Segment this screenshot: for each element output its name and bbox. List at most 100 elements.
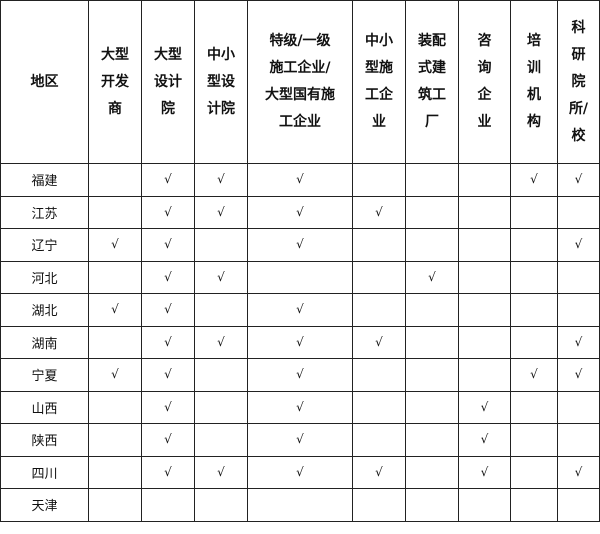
- check-mark-icon: √: [217, 269, 225, 284]
- cell: [557, 260, 600, 294]
- region-cell: 山西: [0, 390, 89, 424]
- cell: [247, 488, 353, 522]
- cell: √: [510, 163, 558, 197]
- cell: [352, 390, 406, 424]
- check-mark-icon: √: [164, 237, 172, 252]
- cell: √: [247, 228, 353, 262]
- cell: √: [141, 163, 195, 197]
- cell: [405, 488, 459, 522]
- cell: [458, 195, 511, 229]
- header-column: 培 训 机 构: [510, 0, 558, 164]
- region-cell: 湖南: [0, 325, 89, 359]
- region-cell: 四川: [0, 455, 89, 489]
- cell: [194, 390, 248, 424]
- table-row: 江苏 √ √ √ √: [0, 195, 600, 229]
- table-row: 天津: [0, 488, 600, 522]
- cell: [405, 423, 459, 457]
- cell: [405, 390, 459, 424]
- cell: √: [194, 325, 248, 359]
- check-mark-icon: √: [217, 334, 225, 349]
- check-mark-icon: √: [111, 237, 119, 252]
- cell: [352, 293, 406, 327]
- check-mark-icon: √: [296, 237, 304, 252]
- cell: √: [88, 358, 142, 392]
- cell: √: [141, 195, 195, 229]
- cell: √: [194, 455, 248, 489]
- cell: [352, 488, 406, 522]
- check-mark-icon: √: [164, 399, 172, 414]
- cell: √: [458, 390, 511, 424]
- cell: [458, 325, 511, 359]
- table-row: 河北 √ √ √: [0, 260, 600, 294]
- header-region: 地区: [0, 0, 89, 164]
- cell: [352, 228, 406, 262]
- cell: [247, 260, 353, 294]
- cell: √: [141, 325, 195, 359]
- check-mark-icon: √: [375, 204, 383, 219]
- check-mark-icon: √: [296, 367, 304, 382]
- table-row: 宁夏 √ √ √ √ √: [0, 358, 600, 392]
- cell: [510, 488, 558, 522]
- check-mark-icon: √: [164, 302, 172, 317]
- check-mark-icon: √: [164, 334, 172, 349]
- cell: [352, 358, 406, 392]
- cell: [194, 228, 248, 262]
- cell: √: [141, 260, 195, 294]
- header-column: 特级/一级 施工企业/ 大型国有施 工企业: [247, 0, 353, 164]
- check-mark-icon: √: [574, 172, 583, 187]
- cell: [510, 260, 558, 294]
- check-mark-icon: √: [164, 172, 172, 187]
- check-mark-icon: √: [111, 367, 119, 382]
- cell: [88, 423, 142, 457]
- cell: [88, 455, 142, 489]
- cell: √: [458, 423, 511, 457]
- cell: √: [405, 260, 459, 294]
- cell: √: [557, 228, 600, 262]
- cell: √: [247, 358, 353, 392]
- region-cell: 陕西: [0, 423, 89, 457]
- cell: [510, 325, 558, 359]
- check-mark-icon: √: [530, 367, 538, 382]
- header-column: 科 研 院 所/ 校: [557, 0, 600, 164]
- cell: [194, 358, 248, 392]
- check-mark-icon: √: [574, 367, 583, 382]
- region-cell: 福建: [0, 163, 89, 197]
- table-row: 湖南 √ √ √ √ √: [0, 325, 600, 359]
- cell: √: [194, 195, 248, 229]
- check-mark-icon: √: [296, 432, 304, 447]
- check-mark-icon: √: [375, 464, 383, 479]
- cell: [557, 390, 600, 424]
- cell: [88, 163, 142, 197]
- check-mark-icon: √: [296, 399, 304, 414]
- check-mark-icon: √: [164, 367, 172, 382]
- cell: √: [194, 163, 248, 197]
- check-mark-icon: √: [217, 464, 225, 479]
- cell: [88, 260, 142, 294]
- cell: √: [510, 358, 558, 392]
- cell: √: [352, 325, 406, 359]
- table-row: 湖北 √ √ √: [0, 293, 600, 327]
- cell: [352, 163, 406, 197]
- region-cell: 天津: [0, 488, 89, 522]
- region-cell: 湖北: [0, 293, 89, 327]
- check-mark-icon: √: [428, 269, 436, 284]
- cell: [405, 455, 459, 489]
- region-cell: 辽宁: [0, 228, 89, 262]
- cell: [510, 455, 558, 489]
- cell: [405, 325, 459, 359]
- cell: [405, 195, 459, 229]
- table-row: 四川 √ √ √ √ √ √: [0, 455, 600, 489]
- cell: [458, 163, 511, 197]
- cell: [510, 195, 558, 229]
- cell: [405, 358, 459, 392]
- cell: √: [141, 358, 195, 392]
- cell: [405, 293, 459, 327]
- cell: [352, 260, 406, 294]
- cell: √: [88, 293, 142, 327]
- cell: [557, 423, 600, 457]
- cell: √: [458, 455, 511, 489]
- check-mark-icon: √: [296, 302, 304, 317]
- check-mark-icon: √: [574, 237, 583, 252]
- cell: √: [247, 195, 353, 229]
- cell: √: [247, 325, 353, 359]
